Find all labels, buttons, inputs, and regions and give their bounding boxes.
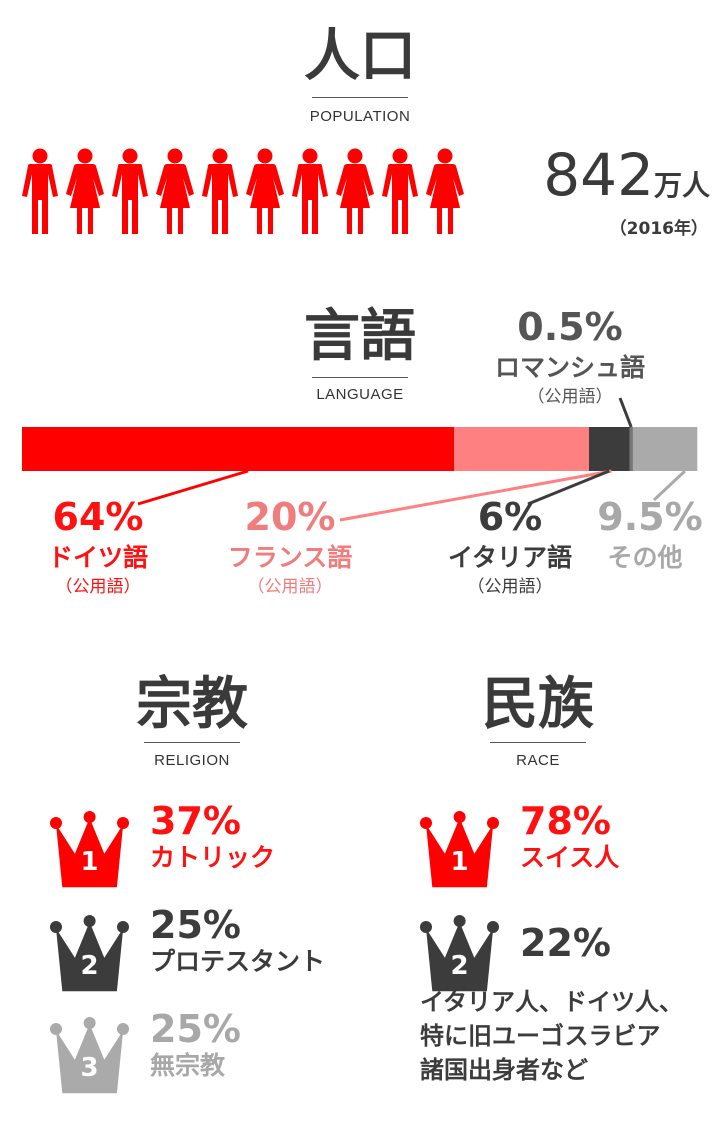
german-label: ドイツ語 [47,543,148,572]
race-2-label-line3: 諸国出身者など [420,1056,588,1084]
religion-1-label: カトリック [150,843,276,872]
race-2-label-line1: イタリア人、ドイツ人、 [420,988,684,1016]
population-year: （2016年） [609,219,708,239]
romansh-percent: 0.5% [517,305,623,349]
language-subtitle: LANGUAGE [316,386,404,403]
religion-2-label: プロテスタント [150,947,326,976]
race-crown-2-icon: 2 [420,915,499,992]
religion-2-percent: 25% [150,903,241,947]
race-1-label: スイス人 [520,843,620,872]
religion-divider [144,742,240,743]
italian-label: イタリア語 [447,543,572,572]
population-subtitle: POPULATION [309,108,411,125]
race-crown-1-rank: 1 [451,847,469,877]
language-title: 言語 [304,304,416,369]
romansh-label: ロマンシュ語 [494,353,645,382]
population-value-row: 842万人 [500,140,710,210]
language-divider [312,377,408,378]
population-divider [312,97,408,98]
religion-3-label: 無宗教 [150,1051,226,1080]
french-note: （公用語） [247,577,333,597]
population-title: 人口 [304,24,416,89]
religion-3-percent: 25% [150,1007,241,1051]
race-2-label-line2: 特に旧ユーゴスラビア [420,1022,661,1050]
race-crown-2-rank: 2 [451,951,469,981]
romansh-note: （公用語） [527,387,613,407]
race-subtitle: RACE [516,752,560,769]
population-unit: 万人 [653,169,710,202]
italian-percent: 6% [477,495,543,539]
bar-segment-1 [22,427,455,471]
religion-1-percent: 37% [150,799,241,843]
german-note: （公用語） [55,577,141,597]
race-title: 民族 [482,672,594,737]
religion-crown-1-icon: 1 [50,811,129,888]
other-label: その他 [607,543,683,572]
race-divider [490,742,586,743]
population-value: 842 [543,141,654,209]
bar-segment-2 [454,427,590,471]
italian-note: （公用語） [467,577,553,597]
religion-crown-3-icon: 3 [50,1017,129,1094]
religion-subtitle: RELIGION [154,752,230,769]
french-leader-line [339,469,612,522]
romansh-leader-line [618,397,633,428]
religion-crown-1-rank: 1 [81,847,99,877]
other-percent: 9.5% [597,495,703,539]
italian-leader-line [527,469,610,506]
religion-crown-2-rank: 2 [81,951,99,981]
french-percent: 20% [244,495,336,539]
bar-segment-5 [632,427,698,471]
religion-title: 宗教 [136,672,248,737]
bar-segment-3 [589,427,630,471]
race-crown-1-icon: 1 [420,811,499,888]
other-leader-line [652,469,686,502]
religion-crown-2-icon: 2 [50,915,129,992]
german-leader-line [137,469,249,506]
french-label: フランス語 [227,543,353,572]
language-bar-chart [22,397,698,522]
german-percent: 64% [52,495,144,539]
race-2-percent: 22% [520,921,611,965]
race-1-percent: 78% [520,799,611,843]
religion-crown-3-rank: 3 [81,1053,99,1083]
bar-segment-4 [629,427,634,471]
